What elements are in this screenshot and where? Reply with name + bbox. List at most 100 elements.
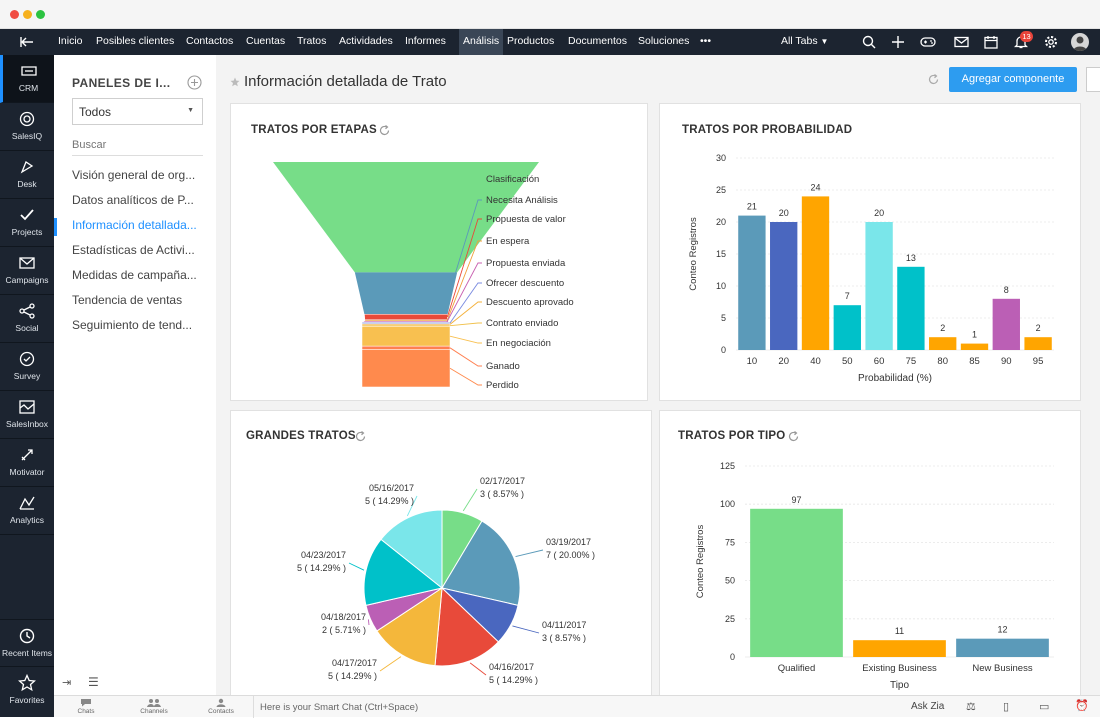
tab-posibles-clientes[interactable]: Posibles clientes	[96, 35, 175, 47]
favorite-star-icon[interactable]	[230, 77, 240, 87]
avatar[interactable]	[1071, 33, 1089, 51]
bar[interactable]	[853, 640, 946, 657]
pie-slice[interactable]	[434, 586, 500, 667]
bar[interactable]	[833, 305, 861, 350]
analytics-icon	[19, 496, 35, 510]
funnel-segment[interactable]	[354, 272, 458, 315]
bar-value-label: 24	[810, 182, 820, 192]
zia-icon[interactable]: ⚖	[966, 701, 976, 713]
sidebar-item-motivator[interactable]: Motivator	[0, 439, 54, 487]
sidebar-item-campaigns[interactable]: Campaigns	[0, 247, 54, 295]
bar[interactable]	[801, 196, 830, 350]
chats-button[interactable]: Chats	[72, 698, 100, 715]
funnel-leader-line	[449, 301, 482, 325]
smart-chat-input[interactable]: Here is your Smart Chat (Ctrl+Space)	[260, 702, 419, 713]
pie-slice[interactable]	[441, 520, 521, 606]
sort-list-icon[interactable]: ☰	[88, 675, 99, 689]
tab-contactos[interactable]: Contactos	[186, 35, 234, 47]
add-dashboard-icon[interactable]	[187, 75, 202, 90]
funnel-leader-line	[449, 322, 482, 327]
x-tick-label: 20	[778, 356, 789, 367]
refresh-icon[interactable]	[379, 125, 390, 136]
channels-button[interactable]: Channels	[136, 698, 172, 715]
bar[interactable]	[929, 337, 957, 350]
dashboard-list-item[interactable]: Medidas de campaña...	[72, 268, 197, 282]
sidebar-item-analytics[interactable]: Analytics	[0, 487, 54, 535]
add-component-button[interactable]: Agregar componente	[949, 67, 1077, 92]
crm-icon	[20, 66, 37, 76]
funnel-segment[interactable]	[364, 314, 448, 321]
bar[interactable]	[897, 266, 925, 350]
calendar-icon[interactable]	[984, 35, 998, 49]
mail-icon[interactable]	[954, 35, 969, 49]
contacts-button[interactable]: Contacts	[204, 698, 238, 715]
funnel-leader-line	[448, 199, 482, 294]
bar[interactable]	[770, 222, 798, 350]
close-window-button[interactable]	[10, 10, 19, 19]
tab-inicio[interactable]: Inicio	[58, 35, 83, 47]
pie-slice[interactable]	[380, 509, 443, 590]
pie-slice[interactable]	[376, 587, 443, 667]
presentation-icon[interactable]: ▭	[1039, 701, 1050, 713]
tab-análisis[interactable]: Análisis	[459, 29, 504, 55]
alarm-icon[interactable]: ⏰	[1075, 700, 1089, 712]
sidebar-item-survey[interactable]: Survey	[0, 343, 54, 391]
sidebar-item-label: Survey	[13, 371, 41, 381]
dashboard-list-item[interactable]: Visión general de org...	[72, 168, 196, 182]
plus-icon[interactable]	[891, 35, 905, 49]
tab-productos[interactable]: Productos	[507, 35, 555, 47]
pie-leader-line	[379, 656, 402, 672]
minimize-window-button[interactable]	[23, 10, 32, 19]
sidebar-item-salesinbox[interactable]: SalesInbox	[0, 391, 54, 439]
sidebar-item-favorites[interactable]: Favorites	[0, 667, 54, 715]
refresh-icon[interactable]	[928, 74, 939, 85]
collapse-panel-icon[interactable]: ⇥	[62, 677, 72, 689]
bar[interactable]	[865, 222, 893, 350]
search-icon[interactable]	[862, 35, 876, 49]
bar[interactable]	[738, 215, 766, 350]
tab-tratos[interactable]: Tratos	[297, 35, 327, 47]
more-options-button[interactable]	[1086, 67, 1100, 92]
collapse-sidebar-button[interactable]	[0, 29, 54, 55]
dashboard-list-item[interactable]: Datos analíticos de P...	[72, 193, 194, 207]
tab-actividades[interactable]: Actividades	[339, 35, 393, 47]
sidebar-item-salesiq[interactable]: SalesIQ	[0, 103, 54, 151]
sidebar-item-desk[interactable]: Desk	[0, 151, 54, 199]
gamepad-icon[interactable]	[920, 35, 936, 49]
bar[interactable]	[960, 343, 989, 350]
all-tabs-dropdown[interactable]: All Tabs ▼	[781, 29, 828, 55]
tab-informes[interactable]: Informes	[405, 35, 446, 47]
more-tabs-button[interactable]: •••	[700, 35, 712, 47]
funnel-segment[interactable]	[361, 345, 451, 350]
refresh-icon[interactable]	[355, 431, 366, 442]
gear-icon[interactable]	[1044, 35, 1058, 49]
tab-documentos[interactable]: Documentos	[568, 35, 627, 47]
sidebar-item-recent-items[interactable]: Recent Items	[0, 619, 54, 667]
sidebar-item-crm[interactable]: CRM	[0, 55, 54, 103]
sidebar-item-projects[interactable]: Projects	[0, 199, 54, 247]
dashboard-list-item[interactable]: Tendencia de ventas	[72, 293, 183, 307]
bar[interactable]	[992, 298, 1020, 350]
dashboard-list-item[interactable]: Información detallada...	[54, 218, 216, 236]
pie-slice[interactable]	[363, 538, 444, 606]
dashboard-list-item[interactable]: Seguimiento de tend...	[72, 318, 193, 332]
ask-zia-button[interactable]: Ask Zia	[911, 701, 945, 712]
sidebar-item-social[interactable]: Social	[0, 295, 54, 343]
x-tick-label: 85	[969, 356, 980, 367]
funnel-segment[interactable]	[273, 162, 539, 273]
dashboard-list-item[interactable]: Estadísticas de Activi...	[72, 243, 195, 257]
refresh-icon[interactable]	[788, 431, 799, 442]
tab-cuentas[interactable]: Cuentas	[246, 35, 286, 47]
tab-soluciones[interactable]: Soluciones	[638, 35, 690, 47]
bar[interactable]	[956, 638, 1049, 657]
social-icon	[19, 303, 35, 319]
bar[interactable]	[750, 508, 843, 657]
dashboard-filter-select[interactable]: Todos ▼	[72, 98, 203, 125]
document-icon[interactable]: ▯	[1003, 701, 1010, 713]
funnel-segment[interactable]	[361, 349, 451, 388]
y-tick-label: 10	[716, 281, 726, 291]
search-input[interactable]	[72, 134, 203, 156]
funnel-segment[interactable]	[361, 326, 451, 347]
maximize-window-button[interactable]	[36, 10, 45, 19]
bar[interactable]	[1024, 337, 1052, 350]
